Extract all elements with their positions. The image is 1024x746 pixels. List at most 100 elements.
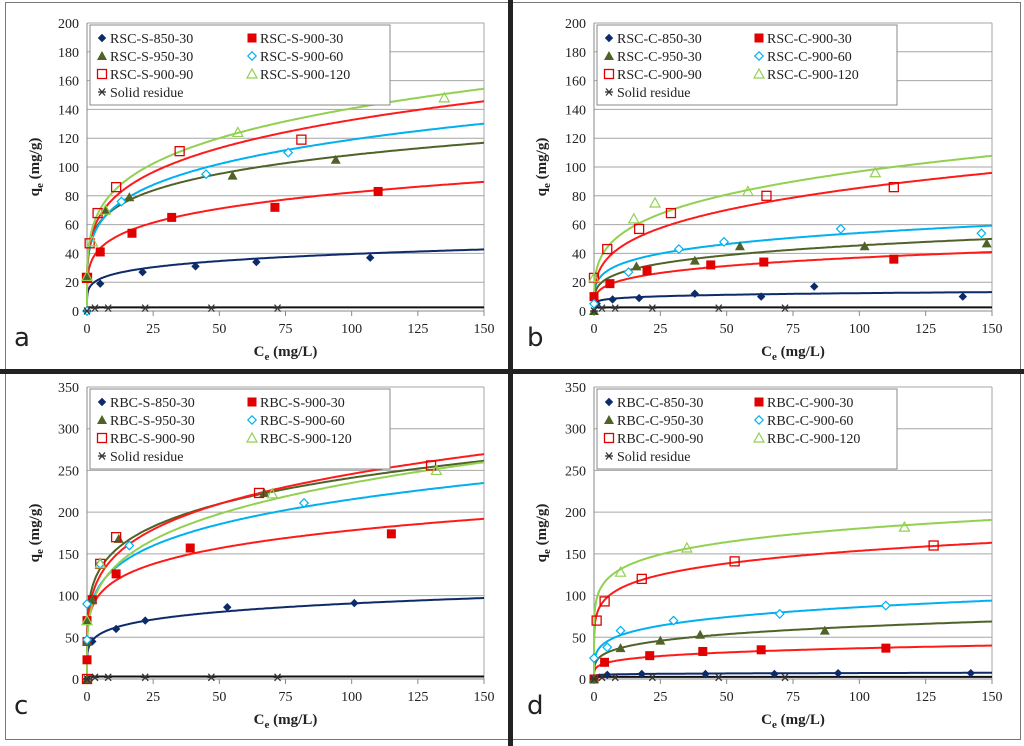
data-point <box>425 460 437 471</box>
data-point <box>83 675 91 683</box>
x-tick-label: 25 <box>653 322 667 337</box>
data-point <box>597 673 606 682</box>
legend-marker <box>97 415 107 424</box>
legend-label: RBC-S-900-30 <box>260 396 345 411</box>
series-rbc-c-900-60 <box>588 600 891 664</box>
data-point <box>83 307 91 315</box>
series-rbc-c-900-120 <box>614 520 911 577</box>
x-axis-label: Ce (mg/L) <box>761 344 825 363</box>
legend-marker <box>97 51 107 60</box>
data-point <box>898 520 911 532</box>
legend-marker <box>245 67 259 79</box>
data-point <box>283 147 294 158</box>
data-point <box>273 304 282 313</box>
data-point <box>690 289 700 298</box>
y-tick-label: 40 <box>572 247 586 262</box>
data-point <box>761 190 772 201</box>
data-point <box>86 235 99 247</box>
fit-curve-rsc-s-900-120 <box>86 87 485 311</box>
legend-marker <box>752 67 766 79</box>
data-point <box>92 207 103 219</box>
data-point <box>591 615 602 626</box>
data-point <box>110 532 122 543</box>
series-rsc-s-850-30 <box>82 253 375 316</box>
data-point <box>110 182 122 193</box>
legend-label: RSC-C-900-90 <box>617 68 702 83</box>
data-point <box>600 657 610 667</box>
x-axis-label: Ce (mg/L) <box>761 712 825 731</box>
x-axis-label: Ce (mg/L) <box>254 344 318 363</box>
legend-label: RBC-S-900-90 <box>110 432 195 447</box>
data-point <box>649 196 662 208</box>
fit-curve-rsc-s-850-30 <box>86 248 485 311</box>
legend-label: RBC-C-900-90 <box>617 432 703 447</box>
data-point <box>599 596 610 607</box>
series-rsc-c-950-30 <box>589 238 992 315</box>
x-tick-label: 150 <box>982 690 1003 705</box>
data-point <box>597 304 606 313</box>
x-tick-label: 25 <box>653 690 667 705</box>
data-point <box>706 260 716 270</box>
data-point <box>350 598 359 608</box>
series-rsc-s-900-60 <box>81 147 294 317</box>
series-rsc-s-950-30 <box>82 154 341 281</box>
data-point <box>81 272 93 284</box>
horizontal-divider <box>0 369 1024 374</box>
data-point <box>756 645 766 655</box>
data-point <box>127 228 137 238</box>
x-tick-label: 25 <box>146 322 160 337</box>
y-axis-label: qe (mg/g) <box>534 504 553 563</box>
legend-label: RSC-C-900-120 <box>767 68 859 83</box>
legend-marker <box>754 397 764 407</box>
legend-marker <box>97 33 107 43</box>
y-tick-label: 0 <box>579 673 586 688</box>
data-point <box>714 304 723 313</box>
x-tick-label: 100 <box>849 322 870 337</box>
legend-marker <box>98 88 106 96</box>
data-point <box>138 267 147 277</box>
fit-curve-rbc-c-900-120 <box>593 518 993 679</box>
x-tick-label: 125 <box>915 322 936 337</box>
data-point <box>94 557 107 569</box>
data-point <box>673 244 684 255</box>
data-point <box>266 487 279 499</box>
data-point <box>835 223 846 234</box>
x-tick-label: 125 <box>407 322 428 337</box>
data-point <box>167 212 177 222</box>
data-point <box>729 556 740 567</box>
y-axis-label: qe (mg/g) <box>27 504 46 563</box>
series-solid-residue <box>83 673 282 683</box>
y-tick-label: 300 <box>58 423 79 438</box>
data-point <box>80 614 94 626</box>
legend-label: RSC-S-900-120 <box>260 68 350 83</box>
data-point <box>695 629 706 639</box>
data-point <box>615 625 626 636</box>
legend-label: RBC-C-900-120 <box>767 432 860 447</box>
data-point <box>741 185 754 197</box>
series-rbc-s-900-60 <box>81 497 310 645</box>
y-tick-label: 40 <box>65 247 79 262</box>
y-tick-label: 20 <box>65 276 79 291</box>
x-tick-label: 100 <box>849 690 870 705</box>
legend-marker <box>604 397 614 407</box>
legend-marker <box>246 50 258 62</box>
y-tick-label: 20 <box>572 276 586 291</box>
y-tick-label: 200 <box>58 17 79 32</box>
series-rsc-s-900-90 <box>81 134 307 284</box>
y-tick-label: 120 <box>58 132 79 147</box>
panel-letter: b <box>527 323 544 353</box>
data-point <box>227 170 238 180</box>
data-point <box>207 304 216 313</box>
data-point <box>701 669 710 679</box>
legend-label: RSC-C-850-30 <box>617 32 702 47</box>
data-point <box>655 635 666 645</box>
y-tick-label: 350 <box>58 381 79 396</box>
panel-c: 0 50 100 150 200 250 300 350 0 25 50 75 100 125 150 Ce … <box>14 381 495 731</box>
series-rsc-c-850-30 <box>592 282 968 308</box>
fit-curve-rsc-s-900-30 <box>86 180 485 311</box>
legend-label: RBC-S-900-120 <box>260 432 352 447</box>
legend-label: RBC-C-900-30 <box>767 396 853 411</box>
y-tick-label: 180 <box>565 46 586 61</box>
data-point <box>636 573 647 585</box>
data-point <box>819 625 830 635</box>
